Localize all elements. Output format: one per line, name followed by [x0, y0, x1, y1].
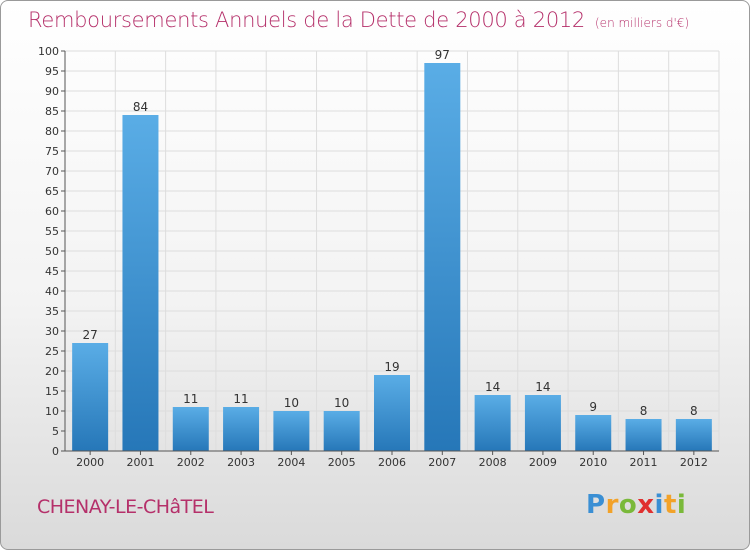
y-tick-label: 75 — [45, 145, 59, 158]
bar — [122, 115, 159, 451]
y-tick-label: 65 — [45, 185, 59, 198]
logo-letter: i — [676, 490, 687, 520]
y-tick-label: 5 — [52, 425, 59, 438]
bar-value-label: 11 — [233, 392, 248, 406]
y-tick-label: 50 — [45, 245, 59, 258]
bar-value-label: 8 — [690, 404, 698, 418]
x-tick-label: 2008 — [479, 456, 507, 469]
logo-letter: i — [654, 490, 664, 520]
bar — [675, 419, 712, 451]
bar-value-label: 11 — [183, 392, 198, 406]
chart-title: Remboursements Annuels de la Dette de 20… — [28, 8, 689, 32]
y-tick-label: 100 — [38, 45, 59, 58]
axes — [61, 50, 719, 455]
y-tick-label: 20 — [45, 365, 59, 378]
x-tick-label: 2009 — [529, 456, 557, 469]
x-tick-label: 2006 — [378, 456, 406, 469]
logo-letter: x — [637, 490, 655, 520]
bar — [625, 419, 662, 451]
bar — [474, 395, 511, 451]
bar-value-label: 27 — [83, 328, 98, 342]
y-tick-label: 30 — [45, 325, 59, 338]
bar-value-label: 10 — [284, 396, 299, 410]
x-tick-label: 2012 — [680, 456, 708, 469]
bar — [424, 63, 461, 451]
y-tick-label: 95 — [45, 65, 59, 78]
bar-value-label: 8 — [640, 404, 648, 418]
bars — [72, 63, 712, 451]
proxiti-logo: Proxiti — [586, 490, 686, 520]
y-tick-label: 85 — [45, 105, 59, 118]
town-name: CHENAY-LE-CHâTEL — [37, 496, 214, 518]
y-tick-label: 10 — [45, 405, 59, 418]
y-tick-label: 60 — [45, 205, 59, 218]
bar-value-label: 14 — [535, 380, 550, 394]
y-tick-label: 15 — [45, 385, 59, 398]
y-tick-label: 40 — [45, 285, 59, 298]
logo-letter: t — [663, 490, 677, 520]
y-tick-label: 90 — [45, 85, 59, 98]
y-tick-label: 35 — [45, 305, 59, 318]
bar — [323, 411, 360, 451]
x-tick-label: 2011 — [630, 456, 658, 469]
logo-letter: P — [586, 490, 606, 520]
bar-value-label: 84 — [133, 100, 148, 114]
y-tick-label: 45 — [45, 265, 59, 278]
x-tick-label: 2001 — [126, 456, 154, 469]
x-tick-label: 2000 — [76, 456, 104, 469]
bar-value-label: 97 — [435, 48, 450, 62]
title-unit: (en milliers d'€) — [595, 16, 690, 30]
y-tick-label: 25 — [45, 345, 59, 358]
y-tick-label: 55 — [45, 225, 59, 238]
bar-chart: 0 5 10 15 20 25 30 35 40 45 50 55 60 65 70 75 80 85 90 95 10… — [38, 45, 720, 469]
bar — [72, 343, 109, 451]
x-tick-label: 2002 — [177, 456, 205, 469]
x-tick-label: 2005 — [328, 456, 356, 469]
title-text: Remboursements Annuels de la Dette de 20… — [28, 8, 585, 32]
x-tick-label: 2004 — [277, 456, 305, 469]
bar-value-label: 14 — [485, 380, 500, 394]
labels: 0 5 10 15 20 25 30 35 40 45 50 55 60 65 70 75 80 85 90 95 10… — [38, 45, 708, 469]
x-tick-label: 2003 — [227, 456, 255, 469]
bar — [524, 395, 561, 451]
x-tick-label: 2010 — [579, 456, 607, 469]
y-tick-label: 70 — [45, 165, 59, 178]
x-tick-label: 2007 — [428, 456, 456, 469]
bar — [223, 407, 260, 451]
bar-value-label: 19 — [384, 360, 399, 374]
logo-letter: o — [618, 490, 638, 520]
logo-letter: r — [605, 490, 619, 520]
bar — [273, 411, 310, 451]
y-tick-label: 0 — [52, 445, 59, 458]
bar-value-label: 9 — [589, 400, 597, 414]
bar — [575, 415, 612, 451]
bar — [374, 375, 410, 451]
bar — [172, 407, 209, 451]
y-tick-label: 80 — [45, 125, 59, 138]
bar-value-label: 10 — [334, 396, 349, 410]
